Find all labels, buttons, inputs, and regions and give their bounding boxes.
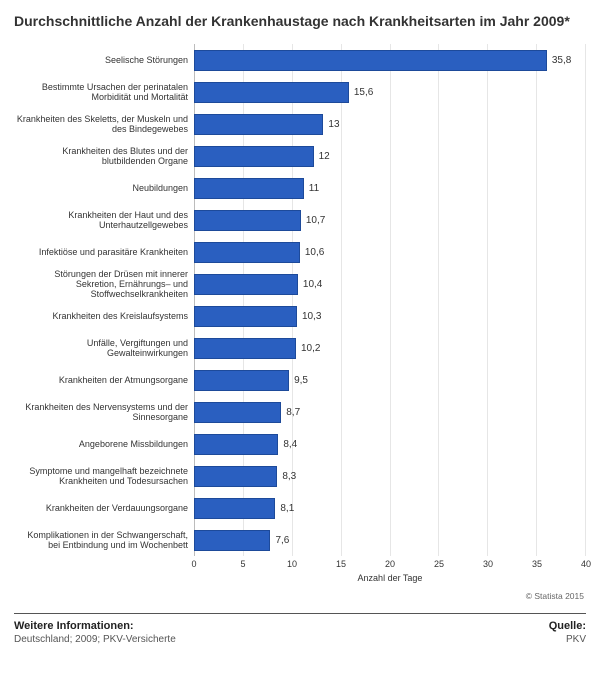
y-label: Störungen der Drüsen mit innerer Sekreti…	[14, 268, 194, 300]
bar-value-label: 8,1	[280, 503, 294, 514]
bars-area: 35,8 15,6 13 12 11 10,7 10,6 10,4 10,3 10,2 9,5 8,7…	[194, 44, 586, 556]
bar	[194, 178, 304, 199]
bar-row: 12	[194, 140, 586, 172]
y-label: Krankheiten des Blutes und der blutbilde…	[14, 140, 194, 172]
bar-row: 7,6	[194, 524, 586, 556]
bar-row: 8,4	[194, 428, 586, 460]
bar	[194, 114, 323, 135]
bar-row: 10,2	[194, 332, 586, 364]
bar	[194, 402, 281, 423]
bar	[194, 242, 300, 263]
bar-row: 35,8	[194, 44, 586, 76]
bar	[194, 434, 278, 455]
bar-row: 8,1	[194, 492, 586, 524]
bar-row: 9,5	[194, 364, 586, 396]
bar-value-label: 35,8	[552, 55, 571, 66]
bar-row: 8,3	[194, 460, 586, 492]
bar-value-label: 10,4	[303, 279, 322, 290]
bar	[194, 466, 277, 487]
footer-left-sub: Deutschland; 2009; PKV-Versicherte	[14, 634, 176, 645]
y-axis-labels: Seelische StörungenBestimmte Ursachen de…	[14, 44, 194, 556]
plot-area: Seelische StörungenBestimmte Ursachen de…	[14, 44, 586, 556]
bar	[194, 530, 270, 551]
y-label: Krankheiten des Kreislaufsystems	[14, 300, 194, 332]
bar	[194, 338, 296, 359]
bar-row: 10,7	[194, 204, 586, 236]
x-axis: 0510152025303540	[194, 556, 586, 569]
bar-value-label: 10,7	[306, 215, 325, 226]
footer-left: Weitere Informationen: Deutschland; 2009…	[14, 620, 176, 645]
footer-right-head: Quelle:	[549, 620, 586, 632]
y-label: Krankheiten der Atmungsorgane	[14, 364, 194, 396]
y-label: Krankheiten des Nervensystems und der Si…	[14, 396, 194, 428]
chart-title: Durchschnittliche Anzahl der Krankenhaus…	[14, 12, 586, 30]
bar-value-label: 10,3	[302, 311, 321, 322]
bar-value-label: 8,4	[283, 439, 297, 450]
bar-value-label: 12	[319, 151, 330, 162]
bar-value-label: 15,6	[354, 87, 373, 98]
footer: Weitere Informationen: Deutschland; 2009…	[0, 618, 600, 657]
bar	[194, 498, 275, 519]
bar	[194, 274, 298, 295]
x-ticks: 0510152025303540	[194, 559, 586, 569]
separator	[14, 613, 586, 614]
bar-row: 15,6	[194, 76, 586, 108]
bar-value-label: 9,5	[294, 375, 308, 386]
y-label: Seelische Störungen	[14, 44, 194, 76]
y-label: Unfälle, Vergiftungen und Gewalteinwirku…	[14, 332, 194, 364]
bar-row: 10,3	[194, 300, 586, 332]
footer-left-head: Weitere Informationen:	[14, 620, 176, 632]
bar-value-label: 8,3	[282, 471, 296, 482]
y-label: Infektiöse und parasitäre Krankheiten	[14, 236, 194, 268]
y-label: Neubildungen	[14, 172, 194, 204]
bar	[194, 210, 301, 231]
bar-value-label: 13	[328, 119, 339, 130]
y-label: Komplikationen in der Schwangerschaft, b…	[14, 524, 194, 556]
footer-right: Quelle: PKV	[549, 620, 586, 645]
bar-row: 11	[194, 172, 586, 204]
y-label: Krankheiten der Verdauungsorgane	[14, 492, 194, 524]
chart-container: Durchschnittliche Anzahl der Krankenhaus…	[0, 0, 600, 609]
x-axis-title: Anzahl der Tage	[194, 573, 586, 589]
bar-row: 13	[194, 108, 586, 140]
y-label: Bestimmte Ursachen der perinatalen Morbi…	[14, 76, 194, 108]
bar	[194, 82, 349, 103]
bar	[194, 370, 289, 391]
bar-value-label: 10,2	[301, 343, 320, 354]
y-label: Krankheiten der Haut und des Unterhautze…	[14, 204, 194, 236]
bar-value-label: 10,6	[305, 247, 324, 258]
bar-value-label: 8,7	[286, 407, 300, 418]
bar-row: 10,6	[194, 236, 586, 268]
bar	[194, 146, 314, 167]
y-label: Symptome und mangelhaft bezeichnete Kran…	[14, 460, 194, 492]
bar	[194, 306, 297, 327]
bar-value-label: 11	[309, 183, 319, 194]
bar-value-label: 7,6	[275, 535, 289, 546]
copyright: © Statista 2015	[14, 591, 586, 601]
bars: 35,8 15,6 13 12 11 10,7 10,6 10,4 10,3 10,2 9,5 8,7…	[194, 44, 586, 556]
footer-right-sub: PKV	[549, 634, 586, 645]
bar	[194, 50, 547, 71]
bar-row: 10,4	[194, 268, 586, 300]
bar-row: 8,7	[194, 396, 586, 428]
y-label: Krankheiten des Skeletts, der Muskeln un…	[14, 108, 194, 140]
y-label: Angeborene Missbildungen	[14, 428, 194, 460]
